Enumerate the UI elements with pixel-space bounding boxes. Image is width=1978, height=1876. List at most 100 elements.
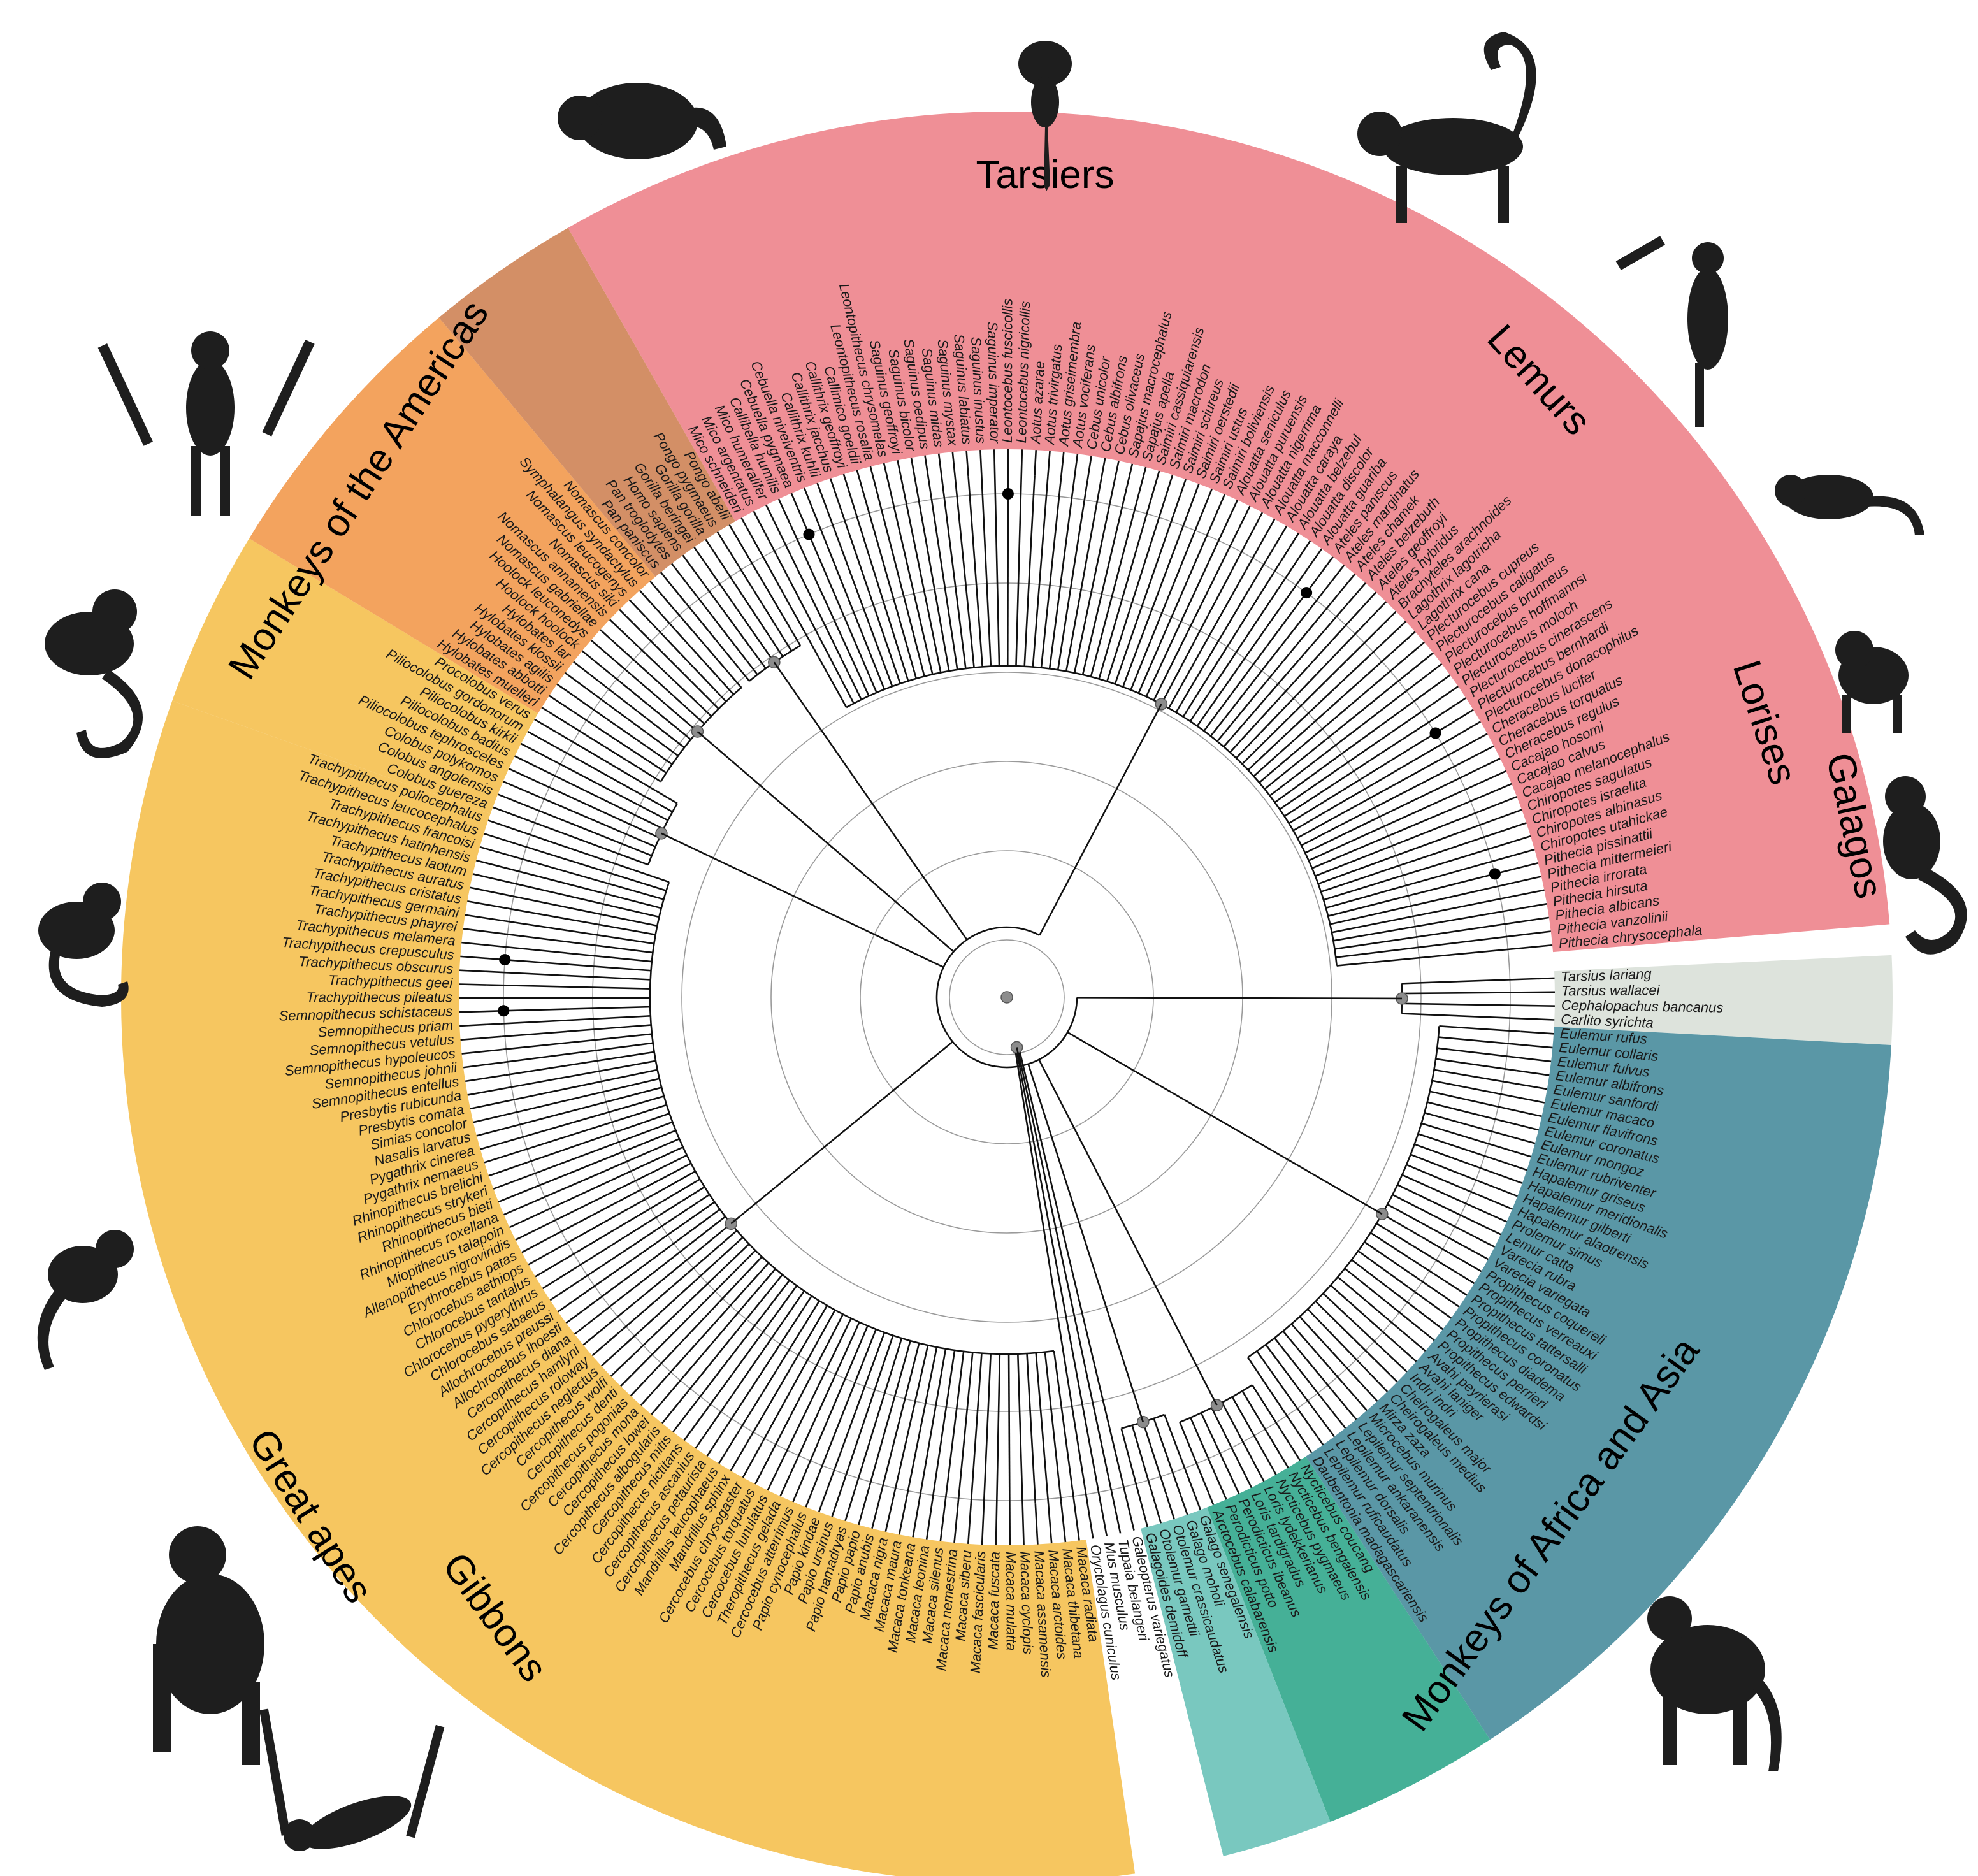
tip-branch: [1416, 1308, 1443, 1331]
tip-branch: [1178, 1490, 1188, 1515]
tip-stem: [1114, 503, 1178, 684]
tip-branch: [582, 1318, 616, 1346]
clade-band-colobines: [172, 538, 538, 814]
tip-branch: [463, 1061, 504, 1069]
tip-stem: [1247, 638, 1388, 771]
tip-branch: [965, 451, 969, 477]
tip-stem: [1410, 1153, 1487, 1185]
tip-branch: [1238, 505, 1251, 530]
tip-stem: [1253, 648, 1397, 777]
spider-monkey-icon: [97, 331, 315, 516]
tip-stem: [825, 507, 893, 687]
tip-branch: [1277, 1425, 1301, 1461]
tip-branch: [1491, 1171, 1523, 1184]
tip-stem: [1023, 475, 1036, 667]
tip-stem: [1315, 805, 1494, 877]
tip-branch: [473, 1112, 514, 1123]
tip-branch: [1201, 488, 1213, 514]
tip-branch: [514, 755, 538, 768]
tip-stem: [1044, 1352, 1062, 1502]
tip-branch: [1516, 876, 1542, 883]
tip-stem: [651, 623, 727, 702]
tip-stem: [749, 559, 802, 646]
tip-stem: [1259, 658, 1406, 784]
tip-branch: [1273, 525, 1288, 549]
tip-branch: [460, 1035, 502, 1041]
tip-branch: [465, 914, 506, 922]
tip-stem: [1331, 894, 1520, 934]
tip-stem: [944, 1351, 965, 1501]
tip-branch: [1464, 733, 1488, 747]
tip-stem: [642, 632, 719, 710]
tip-branch: [730, 1435, 753, 1471]
tip-stem: [1040, 477, 1062, 668]
tip-stem: [606, 1216, 726, 1310]
fossil-marker: [499, 954, 511, 966]
tip-branch: [535, 1255, 571, 1278]
tip-stem: [584, 702, 673, 765]
tip-branch: [718, 1428, 741, 1464]
tip-stem: [501, 1024, 651, 1038]
tip-branch: [1444, 697, 1467, 713]
tip-branch: [619, 609, 644, 634]
tip-branch: [898, 1494, 908, 1535]
tip-branch: [858, 1485, 870, 1526]
tip-branch: [542, 1266, 578, 1290]
tip-branch: [1047, 451, 1051, 477]
tip-stem: [773, 1313, 844, 1448]
tip-branch: [1358, 591, 1377, 612]
species-label: Leontocebus nigricollis: [1013, 301, 1033, 443]
tip-branch: [705, 538, 729, 574]
tip-stem: [753, 539, 848, 708]
tip-branch: [1424, 1298, 1452, 1319]
tip-stem: [1211, 1407, 1234, 1452]
tip-stem: [1229, 610, 1360, 753]
tip-branch: [459, 969, 501, 974]
tip-stem: [500, 1015, 651, 1025]
tip-branch: [1498, 809, 1522, 819]
tip-stem: [591, 691, 679, 757]
tip-stem: [1153, 1418, 1180, 1491]
tip-stem: [983, 1353, 992, 1504]
tip-branch: [497, 793, 522, 805]
tip-stem: [1106, 498, 1166, 682]
tip-branch: [871, 1489, 883, 1529]
tip-stem: [919, 1348, 947, 1497]
tip-stem: [970, 1353, 983, 1504]
tip-stem: [570, 1178, 700, 1257]
tip-branch: [1060, 452, 1065, 478]
time-ring: [681, 672, 1332, 1323]
tip-stem: [1122, 507, 1191, 688]
tip-branch: [459, 983, 500, 986]
tip-branch: [1516, 1069, 1550, 1076]
tip-stem: [1053, 1350, 1075, 1501]
tip-branch: [1408, 1318, 1435, 1341]
tip-branch: [1529, 1018, 1555, 1021]
tip-branch: [640, 1374, 669, 1406]
tip-stem: [1142, 1422, 1167, 1496]
tip-branch: [1099, 458, 1106, 484]
tip-branch: [753, 510, 767, 535]
tip-stem: [1434, 1069, 1515, 1085]
tip-stem: [531, 778, 660, 839]
tip-stem: [599, 681, 685, 749]
tip-stem: [869, 1340, 911, 1486]
tip-stem: [812, 511, 886, 690]
tip-branch: [557, 1287, 592, 1313]
tip-stem: [687, 1274, 783, 1392]
backbone-branch: [697, 731, 955, 953]
tip-branch: [937, 453, 943, 479]
tip-branch: [1512, 1095, 1545, 1104]
tip-stem: [706, 588, 767, 669]
tip-stem: [1073, 486, 1115, 674]
tip-stem: [519, 857, 664, 900]
root-arc: [935, 926, 1078, 1069]
tip-stem: [1231, 1396, 1257, 1439]
tip-branch: [1399, 1329, 1426, 1352]
tip-stem: [819, 1329, 877, 1470]
tip-branch: [470, 886, 510, 897]
tip-stem: [1241, 1390, 1268, 1433]
tip-stem: [624, 651, 705, 725]
tip-stem: [667, 1262, 770, 1376]
tip-branch: [1113, 460, 1120, 486]
